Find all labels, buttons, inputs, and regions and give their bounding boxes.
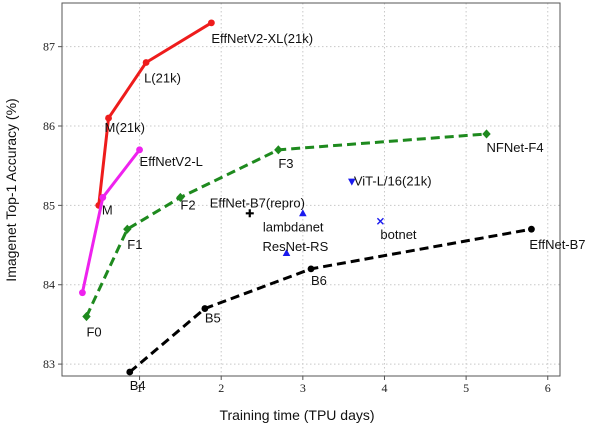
circle-marker bbox=[136, 146, 143, 154]
point-label: B5 bbox=[205, 311, 221, 326]
point-label: M(21k) bbox=[105, 120, 145, 135]
diamond-marker bbox=[482, 129, 491, 139]
x-marker bbox=[376, 217, 384, 225]
diamond-marker bbox=[274, 145, 283, 155]
point-label: EffNetV2-L bbox=[140, 154, 203, 169]
point-label: ResNet-RS bbox=[263, 239, 329, 254]
point-label: EffNetV2-XL(21k) bbox=[211, 31, 313, 46]
series-line bbox=[97, 21, 213, 206]
series-layer bbox=[79, 19, 535, 376]
point-label: EffNet-B7(repro) bbox=[210, 195, 305, 210]
x-tick-label: 1 bbox=[137, 381, 143, 395]
diamond-marker bbox=[82, 311, 91, 322]
x-tick-label: 2 bbox=[218, 381, 224, 395]
circle-marker bbox=[126, 368, 134, 376]
triangle-up-marker bbox=[282, 248, 291, 256]
circle-marker bbox=[79, 289, 86, 297]
triangle-down-marker bbox=[348, 178, 356, 186]
point-label: B4 bbox=[130, 378, 146, 393]
point-labels: M(21k) L(21k) EffNetV2-XL(21k) M EffNetV2-L F… bbox=[86, 31, 585, 393]
point-label: NFNet-F4 bbox=[487, 140, 544, 155]
x-tick-label: 5 bbox=[463, 381, 469, 395]
y-tick-label: 87 bbox=[43, 40, 55, 54]
circle-marker bbox=[142, 59, 150, 66]
triangle-up-marker bbox=[299, 209, 307, 217]
annotation-layer bbox=[245, 178, 384, 256]
plot-frame bbox=[61, 2, 561, 377]
series-line bbox=[80, 148, 141, 293]
y-axis-title: Imagenet Top-1 Accuracy (%) bbox=[3, 98, 19, 281]
y-tick-label: 85 bbox=[43, 198, 55, 212]
circle-marker bbox=[528, 225, 535, 233]
circle-marker bbox=[307, 265, 315, 273]
y-tick-label: 86 bbox=[43, 119, 55, 133]
point-label: EffNet-B7 bbox=[529, 237, 585, 252]
point-label: lambdanet bbox=[263, 219, 324, 234]
point-label: B6 bbox=[311, 273, 327, 288]
point-label: F0 bbox=[86, 324, 101, 339]
diamond-marker bbox=[123, 224, 132, 234]
point-label: F2 bbox=[180, 197, 195, 212]
x-tick-label: 3 bbox=[300, 381, 306, 395]
point-label: F1 bbox=[127, 237, 142, 252]
series-line bbox=[128, 227, 532, 374]
circle-marker bbox=[99, 194, 107, 201]
diamond-marker bbox=[176, 192, 185, 203]
x-tick-label: 4 bbox=[381, 381, 387, 395]
plus-marker bbox=[245, 209, 254, 218]
y-tick-label: 84 bbox=[43, 278, 55, 292]
x-tick-label: 6 bbox=[545, 381, 551, 395]
axis-ticks: 1 2 3 4 5 6 83 84 85 86 87 bbox=[43, 40, 551, 395]
circle-marker bbox=[208, 19, 215, 27]
x-axis-title: Training time (TPU days) bbox=[219, 407, 374, 423]
point-label: F3 bbox=[278, 156, 293, 171]
point-label: botnet bbox=[380, 227, 417, 242]
point-label: L(21k) bbox=[144, 71, 181, 86]
point-label: ViT-L/16(21k) bbox=[354, 174, 432, 189]
circle-marker bbox=[201, 305, 209, 312]
point-label: M bbox=[102, 202, 113, 217]
grid bbox=[62, 3, 560, 376]
circle-marker bbox=[105, 114, 112, 122]
y-tick-label: 83 bbox=[43, 357, 55, 371]
